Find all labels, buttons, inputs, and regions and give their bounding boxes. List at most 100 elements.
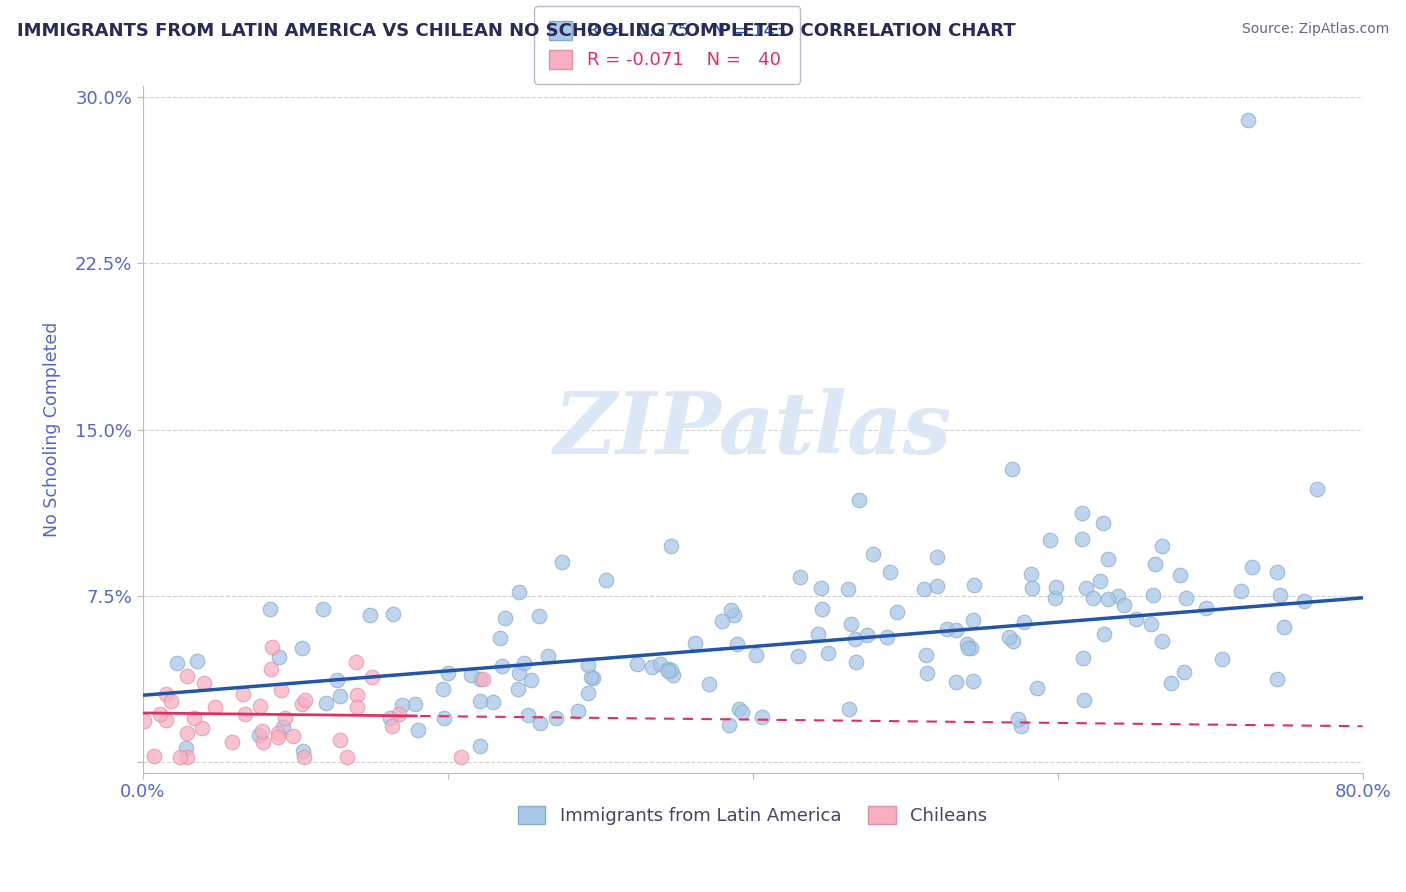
- Point: [291, 697, 314, 711]
- Point: [508, 585, 530, 599]
- Point: [945, 623, 967, 637]
- Point: [789, 570, 811, 584]
- Point: [956, 637, 979, 651]
- Point: [1012, 615, 1035, 630]
- Point: [1140, 616, 1163, 631]
- Point: [267, 730, 290, 744]
- Point: [1150, 539, 1173, 553]
- Point: [1144, 557, 1167, 571]
- Text: IMMIGRANTS FROM LATIN AMERICA VS CHILEAN NO SCHOOLING COMPLETED CORRELATION CHAR: IMMIGRANTS FROM LATIN AMERICA VS CHILEAN…: [17, 22, 1015, 40]
- Point: [311, 602, 333, 616]
- Point: [294, 693, 316, 707]
- Point: [817, 646, 839, 660]
- Point: [1076, 581, 1098, 595]
- Point: [837, 582, 859, 596]
- Point: [1045, 580, 1067, 594]
- Point: [927, 549, 949, 564]
- Point: [1306, 483, 1329, 497]
- Point: [1125, 612, 1147, 626]
- Point: [1272, 619, 1295, 633]
- Point: [725, 637, 748, 651]
- Point: [252, 735, 274, 749]
- Point: [489, 631, 512, 645]
- Point: [360, 670, 382, 684]
- Point: [408, 723, 430, 737]
- Point: [957, 641, 980, 656]
- Point: [1070, 507, 1092, 521]
- Point: [720, 602, 742, 616]
- Point: [1265, 672, 1288, 686]
- Point: [315, 696, 337, 710]
- Point: [838, 702, 860, 716]
- Point: [271, 720, 294, 734]
- Point: [925, 579, 948, 593]
- Point: [963, 578, 986, 592]
- Point: [1168, 567, 1191, 582]
- Point: [233, 706, 256, 721]
- Point: [450, 750, 472, 764]
- Point: [247, 728, 270, 742]
- Point: [844, 632, 866, 647]
- Point: [717, 718, 740, 732]
- Point: [912, 582, 935, 597]
- Point: [537, 649, 560, 664]
- Point: [845, 655, 868, 669]
- Point: [404, 697, 426, 711]
- Point: [1001, 633, 1024, 648]
- Point: [1097, 591, 1119, 606]
- Point: [506, 681, 529, 696]
- Point: [232, 687, 254, 701]
- Point: [270, 682, 292, 697]
- Point: [176, 750, 198, 764]
- Point: [1240, 560, 1263, 574]
- Point: [176, 669, 198, 683]
- Point: [491, 659, 513, 673]
- Point: [935, 622, 957, 636]
- Point: [848, 493, 870, 508]
- Point: [711, 614, 734, 628]
- Point: [432, 681, 454, 696]
- Point: [513, 656, 536, 670]
- Point: [259, 602, 281, 616]
- Point: [281, 729, 304, 743]
- Point: [204, 700, 226, 714]
- Point: [945, 674, 967, 689]
- Point: [581, 671, 603, 685]
- Point: [346, 688, 368, 702]
- Point: [472, 673, 495, 687]
- Point: [359, 607, 381, 622]
- Point: [962, 674, 984, 689]
- Point: [731, 705, 754, 719]
- Point: [1152, 634, 1174, 648]
- Point: [551, 555, 574, 569]
- Point: [661, 539, 683, 553]
- Point: [387, 706, 409, 721]
- Point: [336, 750, 359, 764]
- Point: [1114, 598, 1136, 612]
- Point: [1007, 712, 1029, 726]
- Point: [1270, 588, 1292, 602]
- Point: [470, 739, 492, 754]
- Point: [159, 694, 181, 708]
- Point: [391, 698, 413, 712]
- Point: [723, 607, 745, 622]
- Point: [1092, 627, 1115, 641]
- Point: [249, 698, 271, 713]
- Point: [856, 628, 879, 642]
- Point: [1088, 574, 1111, 588]
- Point: [915, 666, 938, 681]
- Point: [1097, 552, 1119, 566]
- Point: [433, 711, 456, 725]
- Point: [1092, 516, 1115, 530]
- Point: [728, 701, 751, 715]
- Point: [745, 648, 768, 662]
- Point: [862, 547, 884, 561]
- Point: [468, 672, 491, 686]
- Point: [626, 657, 648, 672]
- Point: [1174, 591, 1197, 605]
- Point: [291, 640, 314, 655]
- Point: [292, 743, 315, 757]
- Text: Source: ZipAtlas.com: Source: ZipAtlas.com: [1241, 22, 1389, 37]
- Point: [886, 605, 908, 619]
- Point: [1237, 112, 1260, 127]
